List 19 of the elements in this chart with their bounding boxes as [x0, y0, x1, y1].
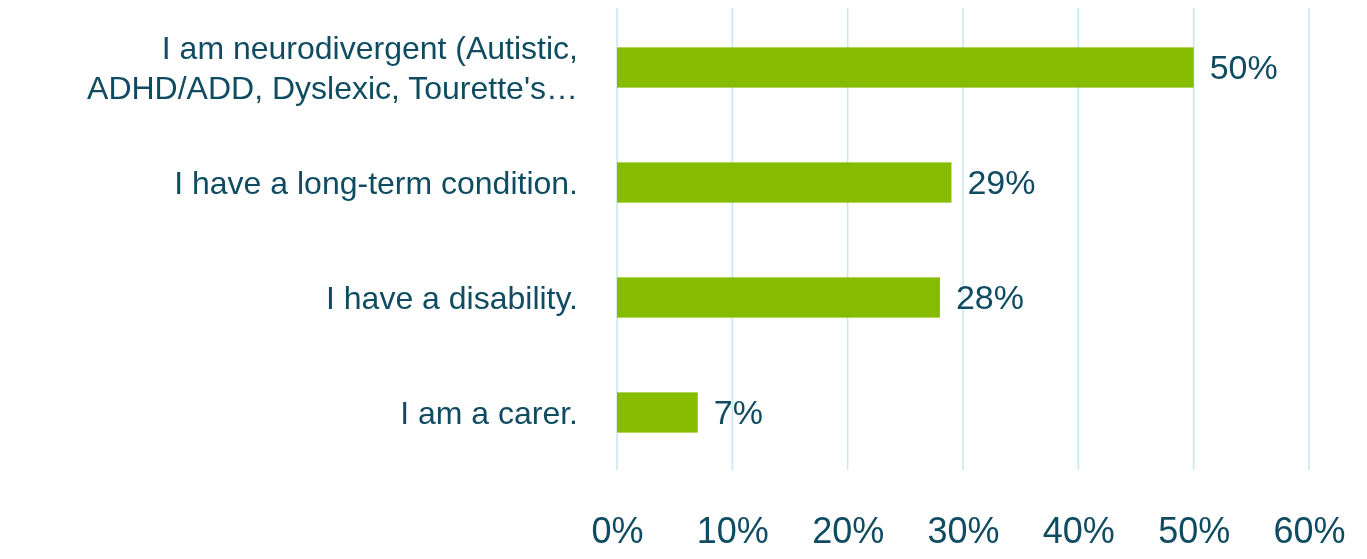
data-label: 7%	[713, 393, 763, 432]
x-tick-label: 10%	[696, 509, 769, 551]
x-tick-label: 40%	[1042, 509, 1115, 551]
y-tick-label: I am neurodivergent (Autistic, ADHD/ADD, Dyslexic, Tourette's…	[87, 29, 578, 106]
x-tick-label: 20%	[812, 509, 885, 551]
data-label: 50%	[1209, 48, 1278, 87]
bar	[617, 162, 952, 203]
x-tick-label: 30%	[927, 509, 1000, 551]
x-tick-label: 50%	[1158, 509, 1231, 551]
y-tick-label: I am a carer.	[400, 394, 578, 431]
x-tick-label: 60%	[1273, 509, 1346, 551]
bar	[617, 47, 1194, 88]
data-label: 29%	[967, 163, 1036, 202]
y-tick-label: I have a long-term condition.	[174, 164, 578, 201]
bar	[617, 277, 940, 318]
x-tick-label: 0%	[591, 509, 644, 551]
data-label: 28%	[955, 278, 1024, 317]
y-tick-label: I have a disability.	[326, 279, 578, 316]
bar	[617, 392, 698, 433]
